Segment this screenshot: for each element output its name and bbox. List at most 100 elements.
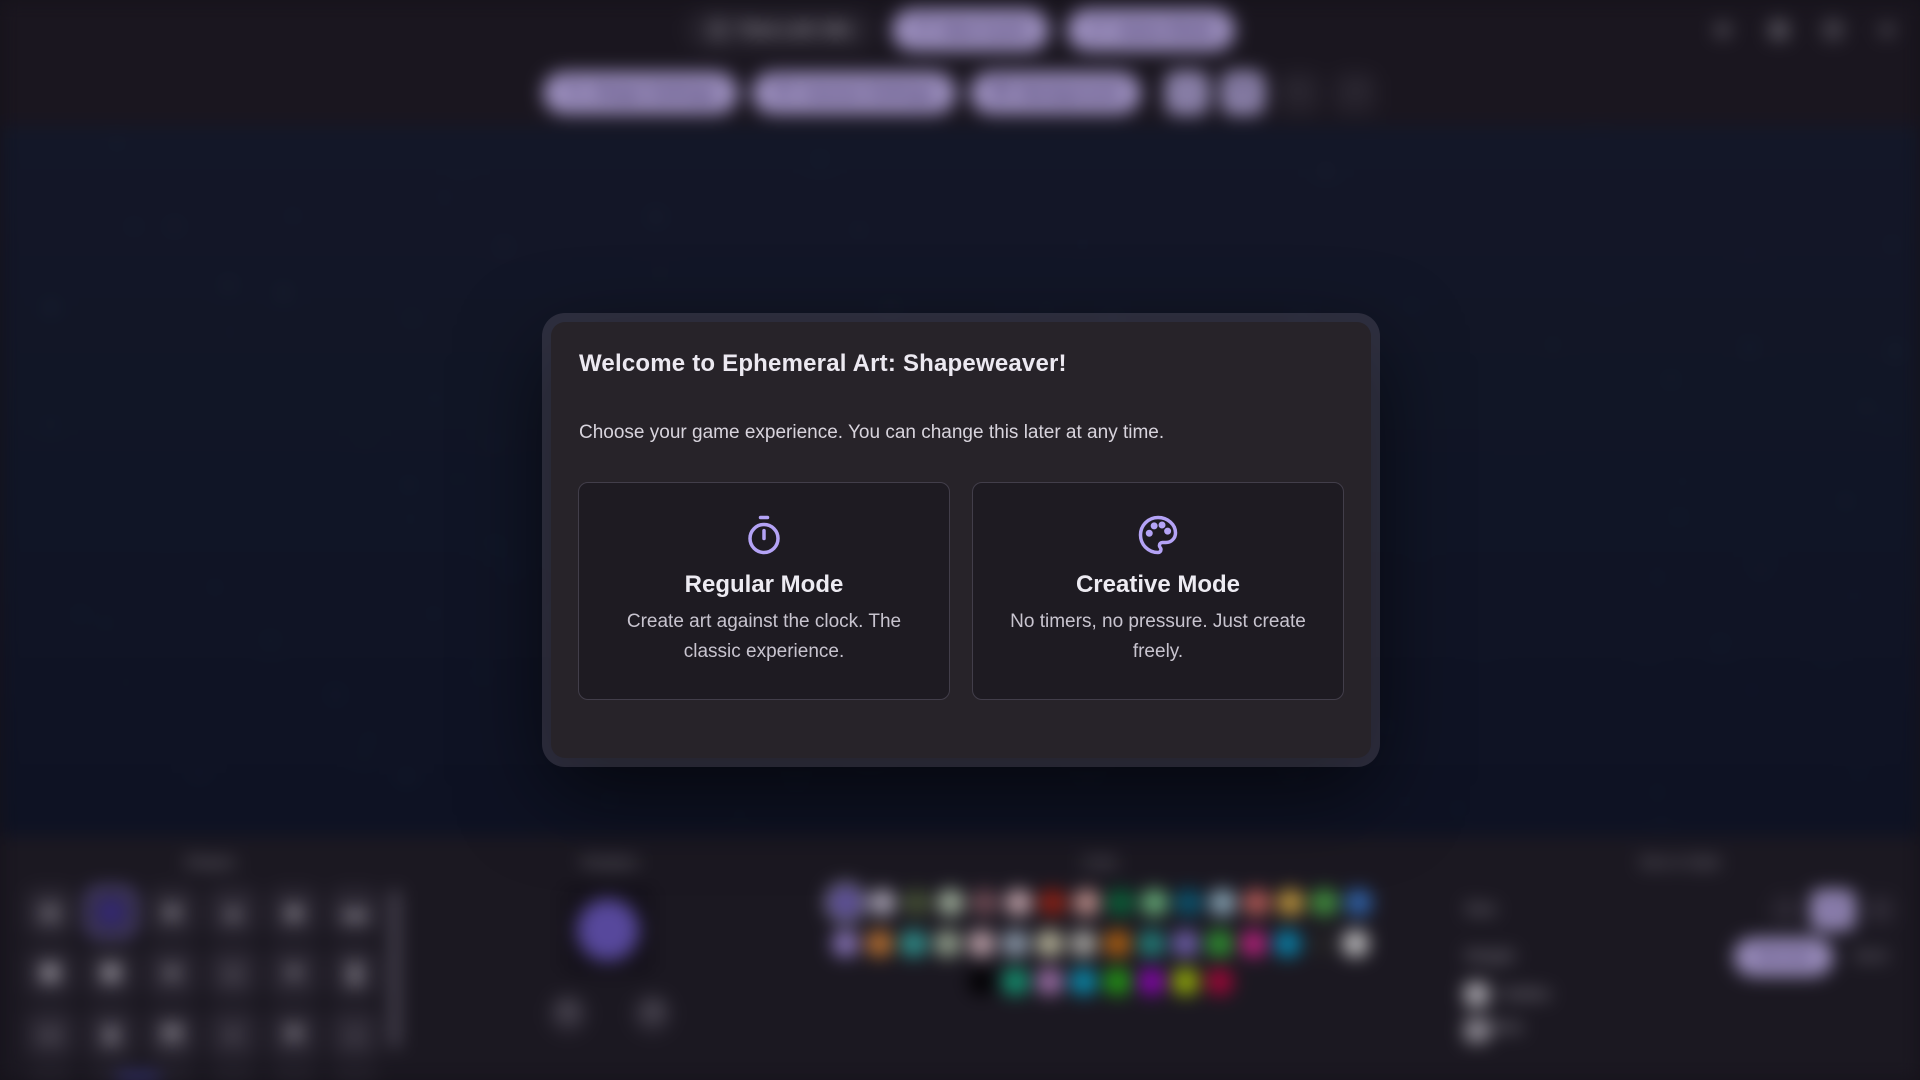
color-swatch[interactable] bbox=[865, 930, 893, 957]
toolbar-icon-buttons bbox=[1165, 71, 1378, 115]
color-swatch[interactable] bbox=[1276, 889, 1304, 916]
shape-button-23[interactable]: ▣ bbox=[331, 1071, 379, 1080]
save-icon[interactable] bbox=[1768, 19, 1790, 41]
canvas-particle bbox=[1676, 514, 1682, 521]
canvas-particle bbox=[409, 518, 413, 522]
color-swatch[interactable] bbox=[1004, 889, 1032, 916]
shape-button-18[interactable]: ▰ bbox=[26, 1071, 74, 1080]
color-swatch[interactable] bbox=[1140, 889, 1168, 916]
shape-button-17[interactable]: ⌂ bbox=[331, 1010, 379, 1058]
color-swatch[interactable] bbox=[1035, 968, 1063, 995]
color-swatch-selected[interactable] bbox=[828, 886, 862, 919]
shape-button-10[interactable]: ♥ bbox=[270, 949, 318, 997]
color-swatch[interactable] bbox=[1069, 930, 1097, 957]
color-swatch[interactable] bbox=[1341, 930, 1369, 957]
outline-checkbox-label: Outline bbox=[1500, 985, 1551, 1003]
color-swatch[interactable] bbox=[1205, 968, 1233, 995]
canvas-particle bbox=[1852, 594, 1856, 598]
shape-button-2[interactable]: ■ bbox=[148, 888, 196, 936]
color-swatch[interactable] bbox=[1171, 930, 1199, 957]
color-swatch[interactable] bbox=[936, 889, 964, 916]
shape-button-8[interactable]: ★ bbox=[148, 949, 196, 997]
color-swatch[interactable] bbox=[1103, 968, 1131, 995]
shape-button-3[interactable]: ▲ bbox=[209, 888, 257, 936]
color-swatch[interactable] bbox=[967, 930, 995, 957]
color-swatch[interactable] bbox=[967, 968, 995, 995]
color-swatch[interactable] bbox=[1001, 930, 1029, 957]
color-swatch[interactable] bbox=[1239, 930, 1267, 957]
color-swatch[interactable] bbox=[1205, 930, 1233, 957]
canvas-particle bbox=[1104, 225, 1108, 229]
shape-button-21[interactable]: ◉ bbox=[209, 1071, 257, 1080]
color-swatch[interactable] bbox=[1137, 930, 1165, 957]
shapes-scrollbar[interactable] bbox=[392, 890, 398, 1048]
canvas-particle bbox=[115, 141, 120, 146]
size-decrease-button[interactable]: − bbox=[1771, 895, 1801, 925]
shape-button-15[interactable]: ◗ bbox=[209, 1010, 257, 1058]
shadow-checkbox[interactable]: ✓ bbox=[1465, 1019, 1488, 1042]
creative-mode-card[interactable]: Creative Mode No timers, no pressure. Ju… bbox=[972, 482, 1344, 700]
shape-button-7[interactable]: ⬢ bbox=[87, 949, 135, 997]
color-swatch[interactable] bbox=[1242, 889, 1270, 916]
volume-icon[interactable] bbox=[1714, 19, 1736, 41]
download-button[interactable] bbox=[1165, 71, 1210, 115]
canvas-settings-button[interactable]: Canvas Settings bbox=[751, 72, 956, 114]
color-swatch[interactable] bbox=[1344, 889, 1372, 916]
color-swatch[interactable] bbox=[1072, 889, 1100, 916]
shape-button-19[interactable]: ◆ bbox=[87, 1071, 135, 1080]
shape-button-14[interactable]: ⬒ bbox=[148, 1010, 196, 1058]
shapes-scrollbar-horizontal[interactable] bbox=[116, 1074, 160, 1080]
color-swatch[interactable] bbox=[899, 930, 927, 957]
shape-button-22[interactable]: ◆ bbox=[270, 1071, 318, 1080]
color-swatch[interactable] bbox=[1001, 968, 1029, 995]
canvas-particle bbox=[103, 621, 109, 627]
shape-button-12[interactable]: ▭ bbox=[26, 1010, 74, 1058]
color-swatch[interactable] bbox=[831, 930, 859, 957]
color-swatch[interactable] bbox=[868, 889, 896, 916]
color-swatch[interactable] bbox=[1137, 968, 1165, 995]
color-swatch[interactable] bbox=[1208, 889, 1236, 916]
weight-bold-button[interactable]: Bold bbox=[1854, 948, 1887, 965]
color-swatch[interactable] bbox=[1171, 968, 1199, 995]
shape-button-4[interactable]: ◆ bbox=[270, 888, 318, 936]
color-swatch[interactable] bbox=[1035, 930, 1063, 957]
outline-checkbox[interactable]: ✓ bbox=[1465, 983, 1488, 1006]
new-cycle-button[interactable]: New Cycle bbox=[891, 9, 1049, 51]
weight-normal-button[interactable]: Normal bbox=[1733, 938, 1833, 976]
copy-button[interactable] bbox=[1221, 71, 1266, 115]
color-swatch[interactable] bbox=[1273, 930, 1301, 957]
shape-button-11[interactable]: ❚ bbox=[331, 949, 379, 997]
color-swatch[interactable] bbox=[933, 930, 961, 957]
canvas-particle bbox=[267, 638, 274, 645]
game-mode-button[interactable]: Game Mode bbox=[1066, 9, 1236, 51]
close-icon[interactable] bbox=[1876, 19, 1898, 41]
shape-button-0[interactable]: ◍ bbox=[26, 888, 74, 936]
color-swatch[interactable] bbox=[1038, 889, 1066, 916]
shape-settings-button[interactable]: Shape Settings bbox=[542, 72, 738, 114]
shape-glyph: ◗ bbox=[226, 1021, 240, 1046]
canvas-particle bbox=[1081, 242, 1085, 246]
shape-button-1[interactable] bbox=[87, 888, 135, 936]
background-button[interactable]: Background bbox=[969, 72, 1142, 114]
regular-mode-card[interactable]: Regular Mode Create art against the cloc… bbox=[578, 482, 950, 700]
help-icon[interactable] bbox=[1822, 19, 1844, 41]
shape-button-20[interactable]: ▢ bbox=[148, 1071, 196, 1080]
rotate-ccw-button[interactable] bbox=[548, 994, 588, 1034]
shape-button-5[interactable]: ▬ bbox=[331, 888, 379, 936]
shape-button-9[interactable]: ◇ bbox=[209, 949, 257, 997]
shape-button-13[interactable]: ▮ bbox=[87, 1010, 135, 1058]
color-swatch[interactable] bbox=[1307, 930, 1335, 957]
color-swatch[interactable] bbox=[1106, 889, 1134, 916]
new-cycle-label: New Cycle bbox=[941, 20, 1027, 39]
rotate-cw-button[interactable] bbox=[632, 994, 672, 1034]
shape-button-16[interactable]: ✚ bbox=[270, 1010, 318, 1058]
size-increase-button[interactable]: + bbox=[1865, 895, 1895, 925]
color-swatch[interactable] bbox=[902, 889, 930, 916]
color-swatch[interactable] bbox=[1069, 968, 1097, 995]
shape-button-6[interactable]: ⬟ bbox=[26, 949, 74, 997]
color-swatch[interactable] bbox=[1310, 889, 1338, 916]
color-swatch[interactable] bbox=[1103, 930, 1131, 957]
color-swatch[interactable] bbox=[1174, 889, 1202, 916]
mode-cards: Regular Mode Create art against the cloc… bbox=[578, 482, 1344, 700]
color-swatch[interactable] bbox=[970, 889, 998, 916]
